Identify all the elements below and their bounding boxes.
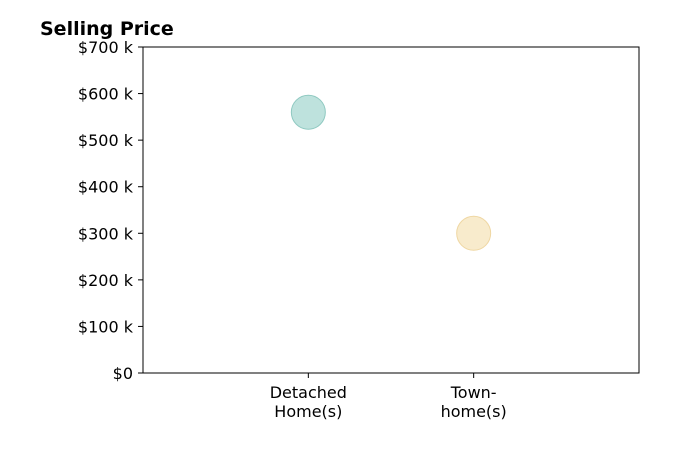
data-points <box>290 94 492 251</box>
y-tick-label: $200 k <box>78 271 134 290</box>
y-tick-label: $700 k <box>78 38 134 57</box>
chart-title: Selling Price <box>40 18 174 40</box>
y-tick-label: $400 k <box>78 178 134 197</box>
y-tick-label: $100 k <box>78 317 134 336</box>
plot-area-frame <box>142 46 640 374</box>
x-tick-label: Town- <box>450 383 497 402</box>
y-axis: $0 $100 k $200 k $300 k $400 k $500 k $600 k $7… <box>78 38 143 383</box>
y-tick-label: $600 k <box>78 85 134 104</box>
y-tick-label: $300 k <box>78 224 134 243</box>
data-point <box>456 215 492 251</box>
x-tick-label: home(s) <box>441 402 507 421</box>
y-tick-label: $500 k <box>78 131 134 150</box>
y-tick-label: $0 <box>113 364 133 383</box>
x-tick-label: Home(s) <box>274 402 342 421</box>
x-tick-label: Detached <box>270 383 347 402</box>
data-point <box>290 94 326 130</box>
